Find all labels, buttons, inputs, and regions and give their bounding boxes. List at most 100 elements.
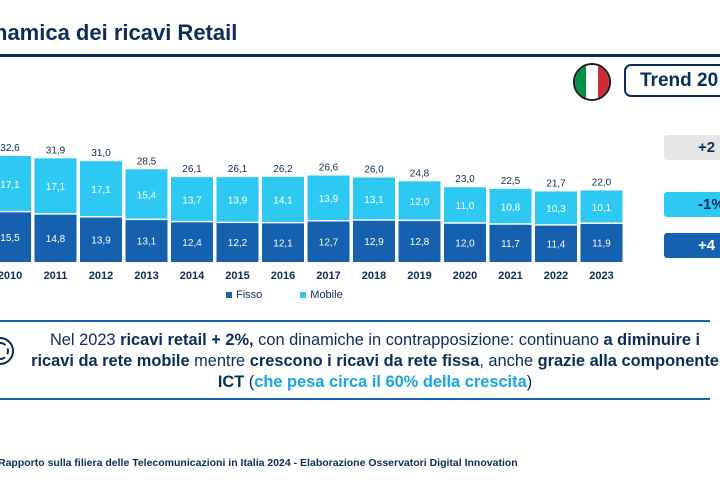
data-label-fisso-2018: 12,9 — [364, 237, 384, 248]
legend-item-fisso: Fisso — [226, 289, 262, 301]
bar-fisso-2017 — [307, 220, 350, 262]
data-label-mobile-2020: 11,0 — [456, 201, 475, 212]
x-tick-label-2017: 2017 — [316, 270, 340, 282]
x-tick-label-2012: 2012 — [89, 270, 113, 282]
x-tick-label-2019: 2019 — [407, 270, 431, 282]
callout-bold: crescono i ricavi da rete fissa — [249, 352, 480, 370]
data-label-mobile-2021: 10,8 — [501, 202, 521, 213]
data-label-mobile-2013: 15,4 — [137, 190, 157, 201]
data-label-fisso-2013: 13,1 — [137, 237, 157, 248]
callout-bold: grazie alla componente ICT — [217, 352, 719, 391]
total-label-2015: 26,1 — [228, 164, 248, 175]
bar-mobile-2012 — [80, 161, 122, 217]
data-label-mobile-2023: 10,1 — [592, 203, 612, 214]
flag-red-stripe — [597, 65, 609, 99]
italy-flag-icon — [573, 63, 611, 101]
bar-mobile-2014 — [171, 177, 213, 222]
bar-fisso-2020 — [444, 222, 486, 262]
total-label-2019: 24,8 — [410, 168, 430, 179]
data-label-fisso-2010: 15,5 — [0, 233, 20, 244]
callout-bold: ricavi retail + 2%, — [120, 331, 254, 349]
x-tick-label-2013: 2013 — [134, 270, 158, 282]
x-tick-label-2010: 2010 — [0, 270, 22, 282]
bar-fisso-2019 — [398, 220, 441, 262]
x-tick-label-2015: 2015 — [225, 270, 249, 282]
x-tick-label-2022: 2022 — [544, 270, 568, 282]
bar-mobile-2020 — [444, 187, 486, 223]
total-label-2020: 23,0 — [455, 174, 475, 185]
data-label-fisso-2016: 12,1 — [273, 238, 293, 249]
data-label-fisso-2022: 11,4 — [547, 239, 566, 250]
legend-label-fisso: Fisso — [236, 289, 263, 301]
total-label-2018: 26,0 — [364, 164, 384, 175]
bar-fisso-2010 — [0, 211, 31, 262]
callout-box — [0, 320, 710, 400]
bar-mobile-2013 — [125, 169, 168, 220]
bar-mobile-2019 — [398, 181, 441, 221]
bar-fisso-2018 — [353, 220, 395, 262]
bar-fisso-2016 — [262, 222, 304, 262]
legend-label-mobile: Mobile — [310, 289, 343, 301]
data-label-mobile-2015: 13,9 — [228, 196, 248, 207]
data-label-fisso-2021: 11,7 — [501, 239, 520, 250]
total-label-2023: 22,0 — [592, 177, 612, 188]
data-label-mobile-2019: 12,0 — [410, 197, 430, 208]
x-tick-label-2011: 2011 — [44, 270, 68, 282]
bar-mobile-2016 — [262, 176, 304, 223]
flag-white-stripe — [586, 65, 598, 99]
data-label-mobile-2010: 17,1 — [0, 180, 20, 191]
callout-part: con dinamiche in contrapposizione: conti… — [253, 331, 604, 349]
x-tick-label-2018: 2018 — [362, 270, 386, 282]
x-tick-label-2020: 2020 — [453, 270, 477, 282]
total-label-2013: 28,5 — [137, 156, 157, 167]
bar-mobile-2021 — [489, 188, 532, 224]
total-label-2010: 32,6 — [0, 143, 20, 154]
flag-green-stripe — [575, 65, 587, 99]
callout-part: ( — [244, 373, 255, 391]
data-label-mobile-2012: 17,1 — [91, 185, 111, 196]
data-label-mobile-2011: 17,1 — [46, 182, 66, 193]
x-tick-label-2021: 2021 — [498, 270, 522, 282]
title-divider — [0, 54, 720, 57]
chart-legend: Fisso Mobile — [226, 289, 343, 301]
bar-fisso-2013 — [125, 219, 168, 262]
data-label-mobile-2017: 13,9 — [319, 194, 339, 205]
callout-text: Nel 2023 ricavi retail + 2%, con dinamic… — [30, 330, 720, 393]
mobile-change-badge: -1% — [664, 192, 720, 217]
legend-swatch-fisso — [226, 292, 232, 298]
x-tick-label-2023: 2023 — [589, 270, 613, 282]
callout-part: mentre — [189, 352, 250, 370]
fixed-change-badge: +4 — [664, 233, 720, 258]
bar-fisso-2022 — [535, 224, 577, 262]
total-change-badge: +2 — [664, 135, 720, 160]
bar-fisso-2015 — [216, 222, 259, 262]
data-label-fisso-2023: 11,9 — [592, 239, 611, 250]
source-note: Rapporto sulla filiera delle Telecomunic… — [0, 457, 518, 469]
data-label-mobile-2018: 13,1 — [364, 195, 384, 206]
total-label-2011: 31,9 — [46, 145, 66, 156]
data-label-fisso-2015: 12,2 — [228, 238, 248, 249]
bar-fisso-2014 — [171, 221, 213, 262]
x-tick-label-2016: 2016 — [271, 270, 295, 282]
trend-label: Trend 20 — [624, 64, 720, 97]
page-title: namica dei ricavi Retail — [0, 20, 238, 45]
bar-mobile-2017 — [307, 175, 350, 221]
total-label-2012: 31,0 — [91, 148, 111, 159]
total-label-2021: 22,5 — [501, 176, 521, 187]
bar-fisso-2011 — [34, 213, 77, 262]
callout-part: , anche — [479, 352, 538, 370]
bar-mobile-2015 — [216, 177, 259, 223]
data-label-fisso-2019: 12,8 — [410, 237, 430, 248]
bar-mobile-2018 — [353, 177, 395, 221]
bar-fisso-2021 — [489, 223, 532, 262]
data-label-fisso-2012: 13,9 — [91, 235, 111, 246]
callout-part: Nel 2023 — [49, 331, 121, 349]
data-label-mobile-2014: 13,7 — [182, 195, 202, 206]
data-label-fisso-2011: 14,8 — [46, 234, 66, 245]
bar-mobile-2010 — [0, 156, 31, 212]
callout-highlight: che pesa circa il 60% della crescita — [254, 373, 527, 391]
data-label-fisso-2020: 12,0 — [455, 238, 475, 249]
total-label-2014: 26,1 — [182, 164, 202, 175]
callout-part: ) — [526, 373, 533, 391]
bar-mobile-2022 — [535, 191, 577, 225]
